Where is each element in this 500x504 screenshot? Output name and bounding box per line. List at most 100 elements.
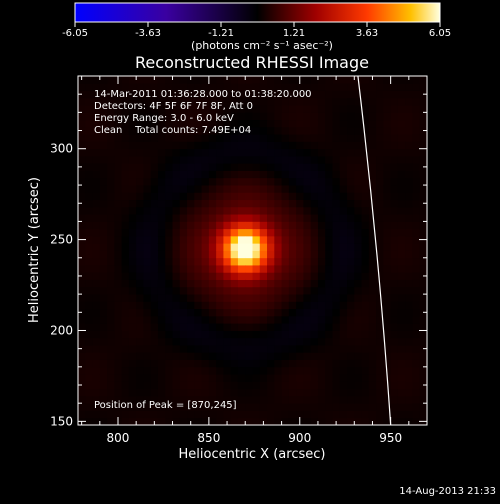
image-pixel xyxy=(201,141,210,150)
image-pixel xyxy=(252,308,261,317)
image-pixel xyxy=(121,214,130,222)
image-pixel xyxy=(274,119,282,128)
image-pixel xyxy=(339,286,348,295)
image-pixel xyxy=(223,345,232,353)
image-pixel xyxy=(223,388,232,397)
image-pixel xyxy=(114,315,123,324)
image-pixel xyxy=(310,359,319,368)
image-pixel xyxy=(107,410,115,419)
image-pixel xyxy=(288,257,297,266)
image-pixel xyxy=(252,417,261,425)
image-pixel xyxy=(157,352,166,360)
image-pixel xyxy=(245,134,253,142)
image-pixel xyxy=(310,170,319,179)
image-pixel xyxy=(281,155,290,164)
image-pixel xyxy=(237,345,246,353)
image-pixel xyxy=(332,243,341,251)
image-pixel xyxy=(325,112,333,121)
image-pixel xyxy=(114,323,123,331)
image-pixel xyxy=(310,90,319,99)
image-pixel xyxy=(99,308,108,317)
image-pixel xyxy=(347,214,355,222)
image-pixel xyxy=(157,286,166,295)
image-pixel xyxy=(296,192,304,201)
image-pixel xyxy=(150,359,159,368)
image-pixel xyxy=(99,337,108,346)
image-pixel xyxy=(107,170,115,179)
image-pixel xyxy=(296,308,304,317)
colorbar-tick-label: 1.21 xyxy=(283,28,305,39)
image-pixel xyxy=(368,83,377,91)
image-pixel xyxy=(376,141,384,150)
image-pixel xyxy=(339,148,348,157)
image-pixel xyxy=(165,279,173,288)
image-pixel xyxy=(405,315,413,324)
image-pixel xyxy=(223,221,232,230)
image-pixel xyxy=(317,221,326,230)
image-pixel xyxy=(216,76,224,84)
image-pixel xyxy=(121,105,130,113)
image-pixel xyxy=(187,199,195,208)
image-pixel xyxy=(85,163,93,171)
image-pixel xyxy=(397,315,406,324)
image-pixel xyxy=(143,235,152,244)
image-pixel xyxy=(303,388,312,397)
image-pixel xyxy=(412,301,421,310)
image-pixel xyxy=(121,141,130,150)
image-pixel xyxy=(361,359,370,368)
image-pixel xyxy=(216,97,224,106)
image-pixel xyxy=(397,301,406,310)
image-pixel xyxy=(259,366,268,375)
image-pixel xyxy=(157,199,166,208)
image-pixel xyxy=(136,185,144,193)
x-axis-label: Heliocentric X (arcsec) xyxy=(179,447,326,462)
image-pixel xyxy=(376,403,384,411)
image-pixel xyxy=(347,192,355,201)
image-pixel xyxy=(267,294,275,302)
image-pixel xyxy=(397,76,406,84)
image-pixel xyxy=(150,119,159,128)
image-pixel xyxy=(296,257,304,266)
image-pixel xyxy=(107,90,115,99)
image-pixel xyxy=(390,148,399,157)
image-pixel xyxy=(281,272,290,280)
image-pixel xyxy=(412,359,421,368)
image-pixel xyxy=(310,381,319,390)
image-pixel xyxy=(165,177,173,186)
image-pixel xyxy=(121,315,130,324)
image-pixel xyxy=(412,279,421,288)
image-pixel xyxy=(114,170,123,179)
image-pixel xyxy=(274,381,282,390)
image-pixel xyxy=(85,345,93,353)
image-pixel xyxy=(303,272,312,280)
image-pixel xyxy=(405,294,413,302)
image-pixel xyxy=(390,315,399,324)
image-pixel xyxy=(237,265,246,273)
image-pixel xyxy=(383,141,392,150)
image-pixel xyxy=(332,206,341,215)
image-pixel xyxy=(92,163,101,171)
image-pixel xyxy=(332,192,341,201)
image-pixel xyxy=(92,250,101,259)
image-pixel xyxy=(245,126,253,135)
image-pixel xyxy=(216,206,224,215)
image-pixel xyxy=(208,105,217,113)
image-pixel xyxy=(92,388,101,397)
image-pixel xyxy=(281,214,290,222)
image-pixel xyxy=(143,257,152,266)
image-pixel xyxy=(99,76,108,84)
image-pixel xyxy=(296,250,304,259)
image-pixel xyxy=(208,301,217,310)
image-pixel xyxy=(354,417,362,425)
image-pixel xyxy=(157,214,166,222)
image-pixel xyxy=(85,381,93,390)
image-pixel xyxy=(107,148,115,157)
image-pixel xyxy=(332,105,341,113)
image-pixel xyxy=(92,148,101,157)
image-pixel xyxy=(296,395,304,404)
image-pixel xyxy=(179,97,188,106)
image-pixel xyxy=(252,250,261,259)
image-pixel xyxy=(92,126,101,135)
image-pixel xyxy=(237,395,246,404)
image-pixel xyxy=(99,352,108,360)
